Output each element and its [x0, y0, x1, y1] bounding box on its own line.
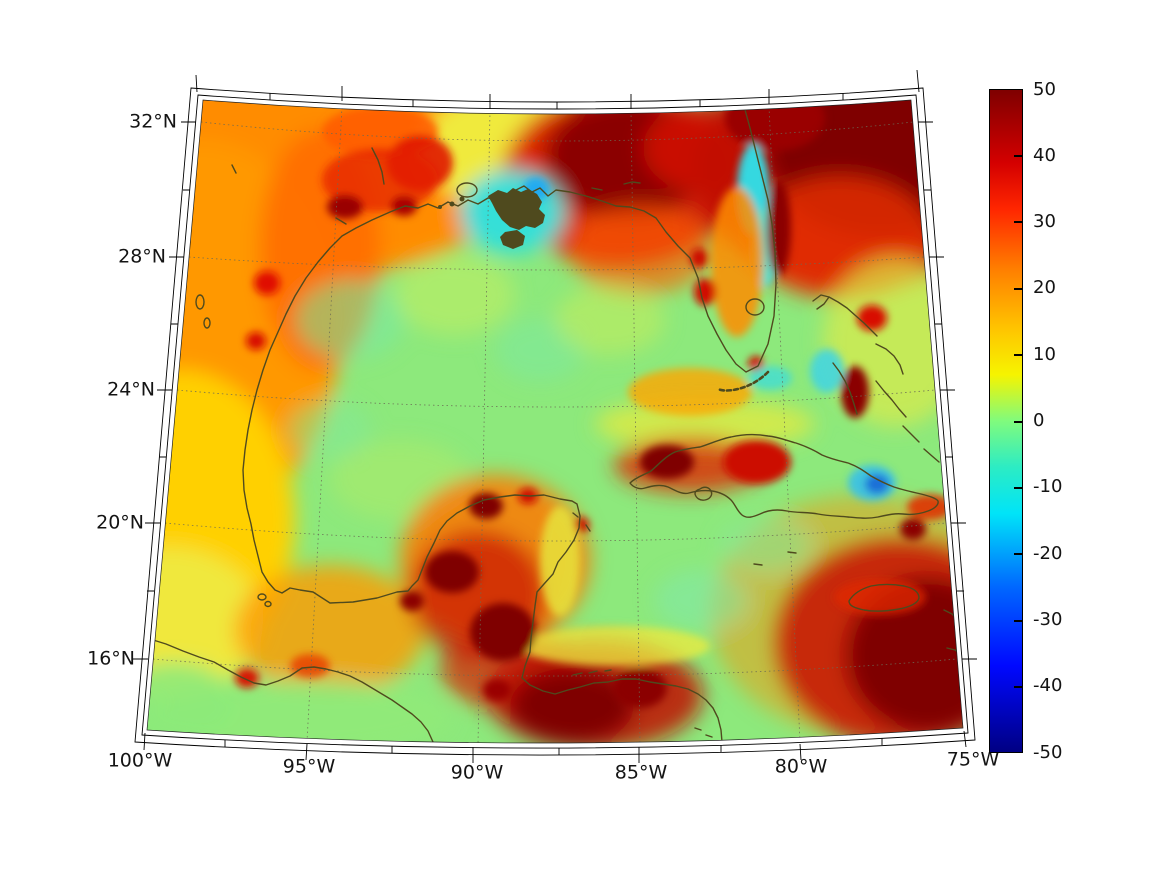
island-jamaica	[848, 583, 920, 612]
islands-texas-barrier	[231, 147, 385, 225]
colorbar-tick-n10	[1014, 487, 1022, 489]
parallel-16n	[152, 658, 958, 677]
colorbar-label-n40: -40	[1033, 675, 1063, 696]
lon-label-90w: 90°W	[450, 761, 504, 784]
lagoon-tabasco-1	[257, 593, 267, 601]
colorbar	[989, 89, 1023, 753]
lake-pontchartrain	[456, 182, 478, 198]
graticule-ticks	[133, 69, 977, 763]
lon-label-95w: 95°W	[282, 755, 336, 778]
islands-panhandle	[591, 181, 641, 191]
islands-honduras-cayman	[572, 551, 797, 738]
coast-gulf-mainland	[242, 105, 777, 743]
colorbar-label-10: 10	[1033, 344, 1056, 365]
colorbar-tick-0	[1014, 421, 1022, 423]
colorbar-tick-n40	[1014, 686, 1022, 688]
coast-cuba	[629, 433, 939, 519]
parallel-24n	[176, 389, 936, 408]
lat-label-16n: 16°N	[87, 647, 135, 670]
colorbar-label-40: 40	[1033, 145, 1056, 166]
meridian-90w	[477, 110, 491, 744]
lake-okeechobee	[745, 298, 765, 316]
frame-rungs	[147, 93, 964, 755]
lagoon-mexico-2	[203, 317, 211, 329]
lat-label-24n: 24°N	[107, 378, 155, 401]
colorbar-tick-n30	[1014, 620, 1022, 622]
florida-keys	[716, 370, 770, 392]
coastlines	[149, 105, 963, 743]
colorbar-tick-30	[1014, 221, 1022, 223]
lon-label-100w: 100°W	[107, 749, 173, 772]
colorbar-tick-n20	[1014, 553, 1022, 555]
delta-marsh-fill-1	[488, 188, 545, 230]
delta-dot-1	[449, 201, 455, 207]
colorbar-label-n50: -50	[1033, 742, 1063, 763]
map-frame	[133, 69, 977, 763]
graticule	[152, 106, 958, 744]
map-edge	[146, 99, 964, 744]
islands-bahamas	[812, 294, 940, 463]
colorbar-label-20: 20	[1033, 277, 1056, 298]
coast-pacific-mexico	[149, 638, 434, 743]
colorbar-tick-10	[1014, 354, 1022, 356]
colorbar-label-50: 50	[1033, 79, 1056, 100]
colorbar-label-n30: -30	[1033, 609, 1063, 630]
parallel-28n	[188, 256, 925, 271]
frame-outer	[134, 87, 976, 756]
colorbar-label-n10: -10	[1033, 476, 1063, 497]
islets-yucatan	[572, 512, 591, 532]
field-layer	[147, 100, 963, 744]
delta-dot-3	[459, 196, 465, 202]
colorbar-label-n20: -20	[1033, 543, 1063, 564]
field-blobs-small	[235, 100, 953, 708]
meridian-85w	[630, 110, 641, 744]
parallel-32n	[200, 121, 914, 142]
delta-dot-2	[438, 205, 442, 209]
colorbar-tick-40	[1014, 155, 1022, 157]
frame-inner	[141, 94, 969, 749]
colorbar-label-30: 30	[1033, 211, 1056, 232]
colorbar-label-0: 0	[1033, 410, 1045, 431]
lat-label-28n: 28°N	[118, 245, 166, 268]
lon-label-85w: 85°W	[614, 761, 668, 784]
colorbar-tick-20	[1014, 288, 1022, 290]
island-juventud	[694, 486, 713, 501]
delta-marsh-fill-2	[500, 230, 525, 249]
lon-label-75w: 75°W	[946, 748, 1000, 771]
lagoon-tabasco-2	[264, 600, 272, 608]
lon-label-80w: 80°W	[774, 755, 828, 778]
lagoon-mexico-1	[195, 294, 205, 310]
lat-label-32n: 32°N	[129, 110, 177, 133]
lat-label-20n: 20°N	[96, 511, 144, 534]
